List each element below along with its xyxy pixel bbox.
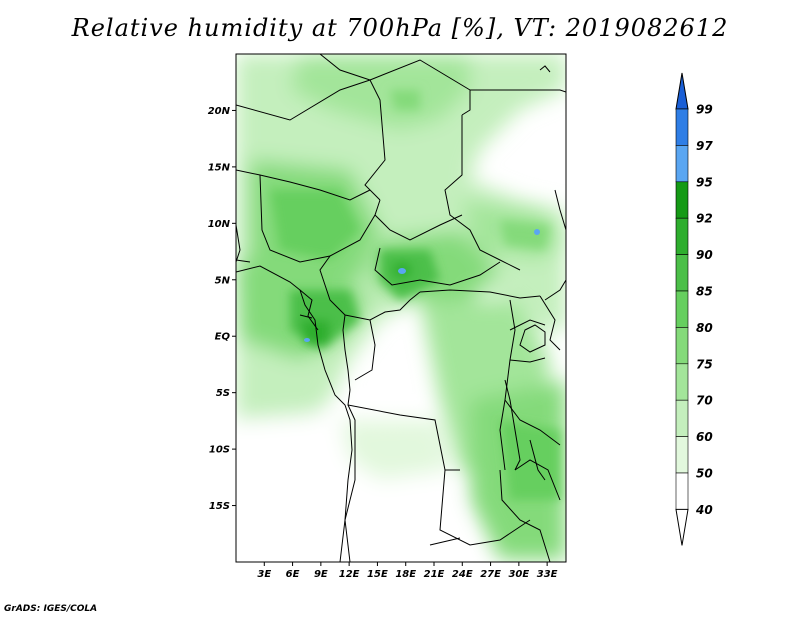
colorbar-segment bbox=[675, 436, 689, 474]
country-borders bbox=[236, 54, 566, 562]
colorbar-label: 92 bbox=[696, 212, 713, 226]
lat-tick-label: 15N bbox=[208, 162, 231, 173]
colorbar-label: 95 bbox=[696, 175, 713, 189]
colorbar-label: 97 bbox=[696, 139, 713, 153]
colorbar-bottom-arrow bbox=[675, 508, 689, 546]
colorbar-label: 60 bbox=[696, 430, 713, 444]
colorbar-label: 80 bbox=[696, 321, 713, 335]
lon-tick-label: 30E bbox=[508, 569, 529, 580]
lat-tick-label: 15S bbox=[209, 501, 230, 512]
colorbar-label: 99 bbox=[696, 103, 713, 117]
map-title: Relative humidity at 700hPa [%], VT: 201… bbox=[71, 14, 729, 42]
colorbar-label: 40 bbox=[695, 503, 713, 517]
humidity-field bbox=[236, 54, 566, 562]
colorbar-segment bbox=[675, 327, 689, 365]
lon-tick-label: 6E bbox=[286, 569, 300, 580]
lat-tick-label: 20N bbox=[208, 106, 231, 117]
colorbar-segment bbox=[675, 399, 689, 437]
colorbar-label: 70 bbox=[696, 394, 713, 408]
colorbar: 99 97 95 92 90 85 80 75 70 60 50 40 bbox=[675, 72, 713, 546]
lon-tick-label: 15E bbox=[367, 569, 388, 580]
lon-tick-label: 33E bbox=[537, 569, 558, 580]
colorbar-segment bbox=[675, 472, 689, 510]
lon-tick-label: 12E bbox=[339, 569, 360, 580]
colorbar-segment bbox=[675, 217, 689, 255]
lat-axis: 20N 15N 10N 5N EQ 5S 10S 15S bbox=[208, 106, 236, 512]
lat-tick-label: EQ bbox=[215, 332, 231, 343]
colorbar-segment bbox=[675, 145, 689, 183]
colorbar-label: 85 bbox=[696, 285, 713, 299]
lat-tick-label: 5N bbox=[215, 275, 231, 286]
map-frame bbox=[235, 53, 567, 563]
colorbar-label: 50 bbox=[696, 467, 713, 481]
colorbar-segment bbox=[675, 363, 689, 401]
lat-tick-label: 10N bbox=[208, 219, 231, 230]
lat-tick-label: 5S bbox=[216, 388, 230, 399]
colorbar-label: 75 bbox=[696, 357, 713, 371]
lon-tick-label: 21E bbox=[424, 569, 445, 580]
grads-credit: GrADS: IGES/COLA bbox=[4, 604, 98, 614]
colorbar-label: 90 bbox=[696, 248, 713, 262]
lat-tick-label: 10S bbox=[209, 445, 230, 456]
lon-tick-label: 24E bbox=[452, 569, 473, 580]
colorbar-segment bbox=[675, 181, 689, 219]
colorbar-top-arrow bbox=[675, 72, 689, 110]
colorbar-segment bbox=[675, 290, 689, 328]
lon-tick-label: 27E bbox=[480, 569, 501, 580]
lon-tick-label: 3E bbox=[257, 569, 271, 580]
lon-tick-label: 18E bbox=[395, 569, 416, 580]
lon-axis: 3E 6E 9E 12E 15E 18E 21E 24E 27E 30E 33E bbox=[257, 562, 558, 580]
colorbar-segment bbox=[675, 108, 689, 146]
colorbar-segment bbox=[675, 254, 689, 292]
lon-tick-label: 9E bbox=[314, 569, 328, 580]
